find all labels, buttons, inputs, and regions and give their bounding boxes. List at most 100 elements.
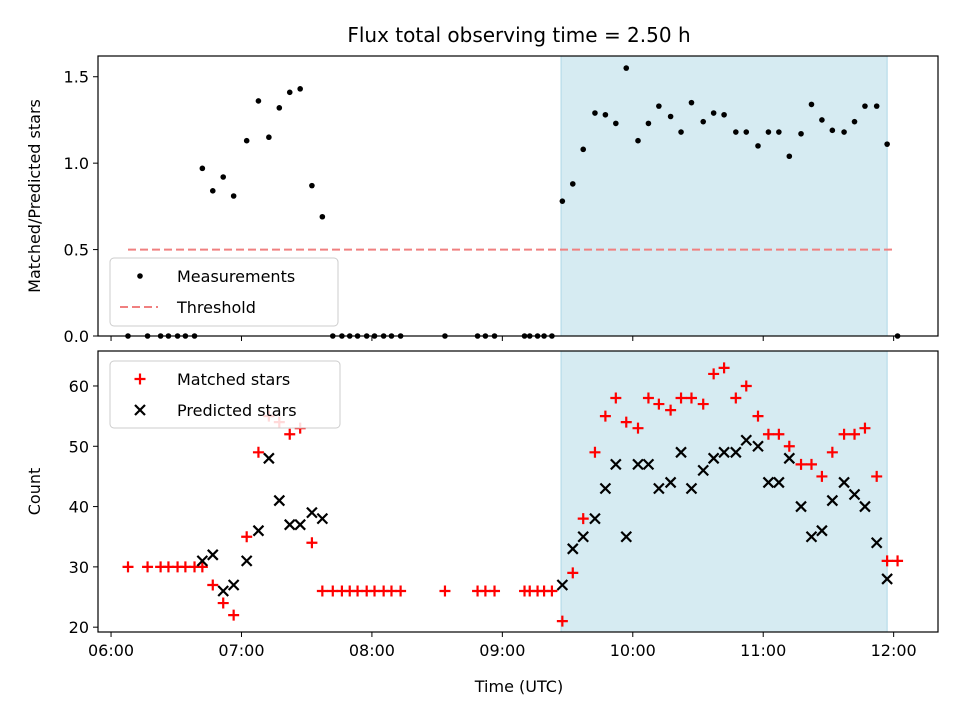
chart-title: Flux total observing time = 2.50 h <box>347 23 690 47</box>
matched-stars-point <box>752 410 764 422</box>
predicted-stars-point <box>653 482 665 495</box>
predicted-stars-point <box>848 488 861 501</box>
predicted-stars-point <box>610 458 622 471</box>
x-tick-label: 06:00 <box>88 641 134 660</box>
measurement-point <box>721 111 727 118</box>
measurement-point <box>656 103 662 109</box>
bottom-y-tick-label: 20 <box>69 618 89 637</box>
predicted-stars-point <box>740 434 753 447</box>
predicted-stars-point <box>783 452 796 465</box>
predicted-stars-point <box>294 518 306 531</box>
matched-stars-point <box>642 392 654 404</box>
matched-stars-point <box>871 470 883 482</box>
x-tick-label: 10:00 <box>610 641 656 660</box>
measurement-point <box>733 129 739 135</box>
predicted-stars-point <box>567 543 579 555</box>
predicted-stars-point <box>795 500 807 513</box>
matched-stars-point <box>439 585 451 597</box>
x-tick-label: 11:00 <box>740 641 786 660</box>
measurement-point <box>592 110 598 116</box>
predicted-stars-point <box>773 476 785 489</box>
predicted-stars-point <box>859 500 871 513</box>
panel-bottom: 06:00 07:00 08:00 09:00 10:00 11:00 12:00 20 30 4… <box>25 350 939 660</box>
predicted-stars-point <box>283 518 296 531</box>
measurement-point <box>829 127 836 134</box>
measurement-point <box>286 89 293 96</box>
predicted-stars-point <box>217 585 229 597</box>
matched-stars-point <box>620 416 632 428</box>
measurement-point <box>743 129 750 135</box>
matched-stars-point <box>730 392 742 404</box>
matched-stars-point <box>306 537 318 549</box>
legend-label: Measurements <box>177 267 295 286</box>
measurement-point <box>255 98 262 104</box>
bottom-y-tick-label: 40 <box>69 498 89 517</box>
measurement-point <box>819 117 825 123</box>
legend-marker-predicted <box>134 404 146 416</box>
matched-stars-point <box>892 555 904 567</box>
matched-stars-point <box>816 470 828 482</box>
matched-stars-point <box>708 368 720 380</box>
predicted-stars-point <box>664 476 677 489</box>
measurement-point <box>688 99 695 106</box>
measurement-point <box>841 129 847 135</box>
predicted-stars-point <box>577 530 589 543</box>
top-observing-window <box>560 55 888 337</box>
matched-stars-point <box>610 392 622 404</box>
predicted-stars-point <box>870 536 883 549</box>
panel-top: 0.0 0.5 1.0 1.5 Matched/Predicted stars Measu… <box>25 55 939 346</box>
measurement-point <box>808 101 815 108</box>
matched-stars-point <box>196 561 208 573</box>
bottom-y-tick-label: 30 <box>69 558 89 577</box>
matched-stars-point <box>632 422 644 434</box>
matched-stars-point <box>783 440 795 452</box>
matched-stars-point <box>577 513 589 525</box>
legend-marker-measurements <box>137 273 143 279</box>
measurement-point <box>602 111 609 118</box>
matched-stars-point <box>665 404 677 416</box>
measurement-point <box>851 118 858 125</box>
x-tick-label: 08:00 <box>349 641 395 660</box>
bottom-legend: Matched stars Predicted stars <box>109 360 341 429</box>
measurement-point <box>243 137 250 144</box>
top-legend: Measurements Threshold <box>109 257 339 327</box>
predicted-stars-point <box>826 494 839 507</box>
bottom-axes-frame <box>97 350 939 633</box>
measurement-point <box>623 65 630 71</box>
measurement-point <box>199 165 206 172</box>
matched-stars-point <box>556 615 568 627</box>
predicted-stars-point <box>697 464 709 477</box>
measurement-point <box>776 129 782 135</box>
top-y-tick-label: 1.5 <box>64 68 89 87</box>
matched-stars-point <box>241 531 253 543</box>
top-y-axis-label: Matched/Predicted stars <box>25 99 44 293</box>
matched-stars-point <box>316 585 328 597</box>
matched-stars-point <box>826 446 838 458</box>
matched-stars-point <box>718 362 730 374</box>
legend-label: Matched stars <box>177 370 290 389</box>
predicted-stars-point <box>306 506 318 519</box>
predicted-stars-point <box>685 482 698 495</box>
measurement-point <box>765 129 772 135</box>
measurement-point <box>230 193 237 199</box>
matched-stars-point <box>762 428 774 440</box>
x-axis-label: Time (UTC) <box>474 677 563 696</box>
predicted-stars-point <box>642 458 655 471</box>
bottom-y-tick-label: 60 <box>69 377 89 396</box>
predicted-stars-point <box>207 549 219 561</box>
legend-label: Threshold <box>176 298 256 317</box>
matched-stars-point <box>795 458 807 470</box>
measurement-point <box>569 181 576 187</box>
measurement-point <box>700 118 707 125</box>
predicted-stars-point <box>263 452 275 465</box>
predicted-stars-point <box>227 579 240 591</box>
legend-marker-matched <box>134 373 146 385</box>
measurement-point <box>297 86 303 92</box>
matched-stars-point <box>859 422 871 434</box>
predicted-stars-point <box>632 458 644 471</box>
matched-stars-point <box>567 567 579 579</box>
measurement-point <box>873 103 880 109</box>
matched-stars-point <box>207 579 219 591</box>
predicted-stars-point <box>589 512 601 525</box>
